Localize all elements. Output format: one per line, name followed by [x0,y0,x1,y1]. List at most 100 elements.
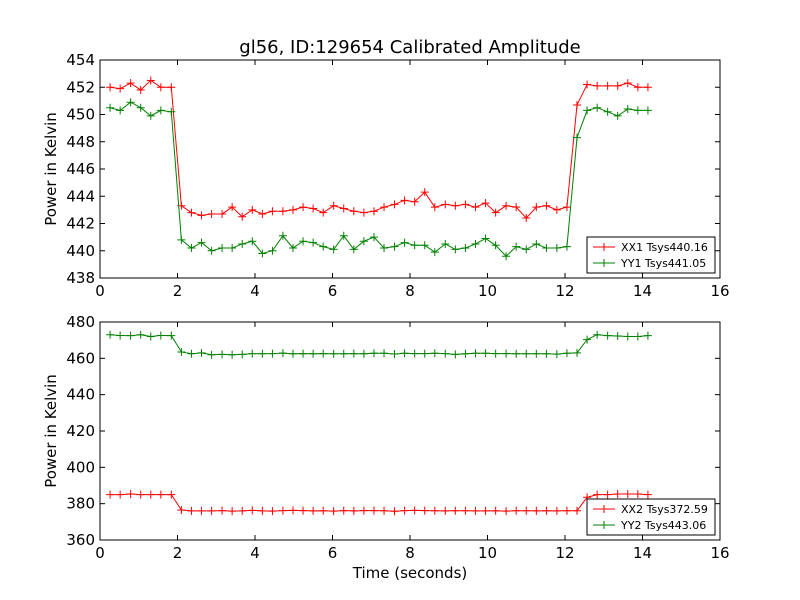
data-point-marker [491,208,500,217]
data-point-marker [552,506,561,515]
data-point-marker [126,331,135,340]
data-point-marker [390,507,399,516]
x-tick-label: 10 [478,544,497,562]
data-point-marker [613,490,622,499]
x-tick-label: 14 [633,544,652,562]
data-point-marker [339,506,348,515]
data-point-marker [420,241,429,250]
data-point-marker [461,244,470,253]
data-point-marker [156,331,165,340]
data-point-marker [441,200,450,209]
data-point-marker [562,203,571,212]
data-point-marker [126,98,135,107]
data-point-marker [359,506,368,515]
data-point-marker [349,245,358,254]
data-point-marker [643,83,652,92]
data-point-marker [380,244,389,253]
legend-marker [600,505,608,513]
data-point-marker [420,506,429,515]
data-point-marker [339,231,348,240]
data-point-marker [106,490,115,499]
data-point-marker [116,331,125,340]
data-point-marker [643,106,652,115]
data-point-marker [309,238,318,247]
data-point-marker [512,203,521,212]
data-point-marker [167,107,176,116]
data-point-marker [319,242,328,251]
data-point-marker [106,103,115,112]
y-tick-label: 440 [66,386,95,404]
data-point-marker [238,506,247,515]
data-point-marker [319,349,328,358]
data-point-marker [187,208,196,217]
y-tick-label: 480 [66,313,95,331]
data-point-marker [400,196,409,205]
data-point-marker [502,349,511,358]
data-point-marker [238,239,247,248]
data-point-marker [643,331,652,340]
data-point-marker [309,506,318,515]
top-panel: 0 2 4 6 8 10 12 14 16 438 440 442 444 446 448 450 452 454… [42,51,730,300]
bottom-panel: 0 2 4 6 8 10 12 14 16 360 380 400 420 440 460 480 Power … [42,313,730,582]
data-point-marker [451,245,460,254]
y-tick-label: 448 [66,133,95,151]
data-point-marker [532,349,541,358]
data-point-marker [218,244,227,253]
data-point-marker [410,349,419,358]
data-point-marker [177,347,186,356]
data-point-marker [593,490,602,499]
data-point-marker [349,506,358,515]
data-point-marker [471,506,480,515]
data-point-marker [359,349,368,358]
data-point-marker [278,231,287,240]
data-point-marker [197,506,206,515]
data-point-marker [288,244,297,253]
data-point-marker [532,203,541,212]
data-point-marker [349,207,358,216]
data-point-marker [218,209,227,218]
data-point-marker [390,349,399,358]
data-point-marker [441,506,450,515]
data-point-marker [593,330,602,339]
y-axis-label: Power in Kelvin [42,112,60,226]
data-point-marker [400,349,409,358]
data-point-marker [430,349,439,358]
legend-label: XX2 Tsys372.59 [621,503,708,516]
x-tick-label: 12 [555,544,574,562]
data-point-marker [603,331,612,340]
data-point-marker [643,490,652,499]
data-point-marker [471,203,480,212]
data-point-marker [228,203,237,212]
data-point-marker [573,348,582,357]
data-point-marker [146,76,155,85]
y-tick-label: 420 [66,422,95,440]
legend-label: YY1 Tsys441.05 [620,257,706,270]
data-point-marker [583,335,592,344]
data-point-marker [410,241,419,250]
data-point-marker [248,506,257,515]
data-point-marker [136,85,145,94]
data-point-marker [197,211,206,220]
data-point-marker [167,83,176,92]
data-point-marker [441,349,450,358]
data-point-marker [491,241,500,250]
data-point-marker [461,349,470,358]
y-tick-label: 460 [66,349,95,367]
data-point-marker [522,214,531,223]
data-point-marker [207,209,216,218]
data-point-marker [573,506,582,515]
data-point-marker [167,490,176,499]
data-point-marker [187,349,196,358]
x-tick-label: 8 [405,282,415,300]
data-point-marker [380,506,389,515]
data-point-marker [502,201,511,210]
y-tick-label: 452 [66,78,95,96]
chart-title: gl56, ID:129654 Calibrated Amplitude [239,37,580,58]
data-point-marker [258,349,267,358]
x-tick-label: 0 [95,544,105,562]
data-point-marker [359,237,368,246]
data-point-marker [430,248,439,257]
data-point-marker [228,507,237,516]
data-point-marker [329,245,338,254]
data-point-marker [309,204,318,213]
